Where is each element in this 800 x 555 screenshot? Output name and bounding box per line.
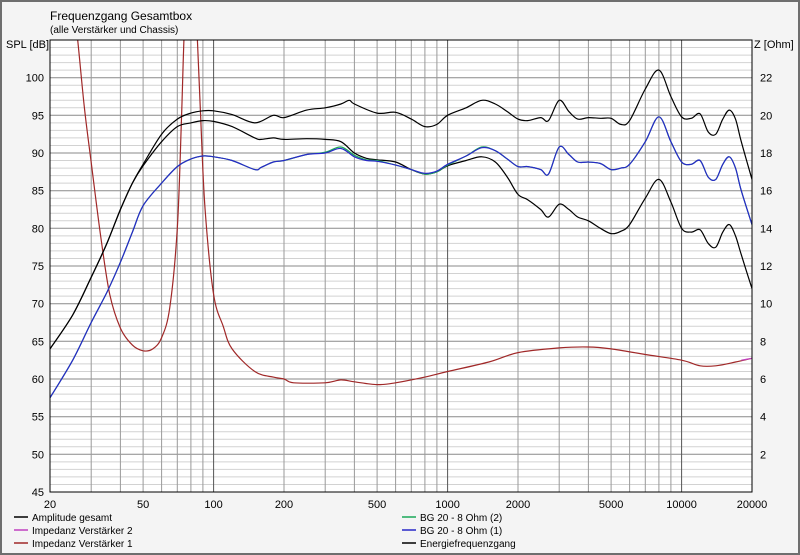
y-axis-label-left: SPL [dB] [6, 39, 49, 51]
x-tick-label: 50 [137, 499, 149, 511]
legend-entry: Energiefrequenzgang [420, 539, 516, 550]
y-tick-label-right: 16 [760, 186, 772, 198]
y-tick-label-left: 85 [32, 186, 44, 198]
x-tick-label: 200 [275, 499, 293, 511]
y-tick-label-left: 100 [26, 73, 44, 85]
y-axis-label-right: Z [Ohm] [754, 39, 794, 51]
x-tick-label: 20 [44, 499, 56, 511]
x-tick-label: 2000 [506, 499, 530, 511]
grid [50, 40, 752, 492]
series-line-4 [77, 40, 752, 386]
y-tick-label-right: 8 [760, 336, 766, 348]
legend-entry: Impedanz Verstärker 1 [32, 539, 133, 550]
y-tick-label-left: 45 [32, 487, 44, 499]
y-tick-label-right: 18 [760, 148, 772, 160]
curves [50, 40, 752, 399]
chart-subtitle: (alle Verstärker und Chassis) [50, 25, 178, 36]
y-tick-label-right: 6 [760, 374, 766, 386]
x-tick-label: 1000 [435, 499, 459, 511]
series-line-5 [50, 69, 752, 350]
x-tick-label: 10000 [666, 499, 697, 511]
y-tick-label-right: 22 [760, 73, 772, 85]
legend-entry: Amplitude gesamt [32, 513, 112, 524]
legend-entry: Impedanz Verstärker 2 [32, 526, 133, 537]
y-tick-label-left: 55 [32, 412, 44, 424]
y-tick-label-left: 65 [32, 336, 44, 348]
series-line-0 [50, 119, 752, 350]
series-line-2 [741, 357, 752, 361]
plot-border [49, 39, 753, 493]
legend-entry: BG 20 - 8 Ohm (2) [420, 513, 502, 524]
y-tick-label-right: 14 [760, 223, 772, 235]
y-tick-label-left: 95 [32, 110, 44, 122]
y-tick-label-left: 75 [32, 261, 44, 273]
x-tick-label: 5000 [599, 499, 623, 511]
tick-labels: 20 50 100 200 500 1000 2000 5000 10000 20000 45 50 5… [26, 73, 773, 511]
x-tick-label: 500 [368, 499, 386, 511]
x-tick-label: 20000 [737, 499, 768, 511]
y-tick-label-right: 20 [760, 110, 772, 122]
legend-entry: BG 20 - 8 Ohm (1) [420, 526, 502, 537]
series-line-3 [50, 116, 752, 399]
legend: Amplitude gesamt BG 20 - 8 Ohm (2) Impedan… [14, 513, 516, 550]
y-tick-label-left: 50 [32, 449, 44, 461]
y-tick-label-left: 70 [32, 299, 44, 311]
y-tick-label-right: 12 [760, 261, 772, 273]
y-tick-label-left: 60 [32, 374, 44, 386]
y-tick-label-left: 80 [32, 223, 44, 235]
x-tick-label: 100 [204, 499, 222, 511]
y-tick-label-right: 2 [760, 449, 766, 461]
y-tick-label-right: 4 [760, 412, 766, 424]
y-tick-label-right: 10 [760, 299, 772, 311]
chart-title: Frequenzgang Gesamtbox [50, 9, 192, 23]
y-tick-label-left: 90 [32, 148, 44, 160]
